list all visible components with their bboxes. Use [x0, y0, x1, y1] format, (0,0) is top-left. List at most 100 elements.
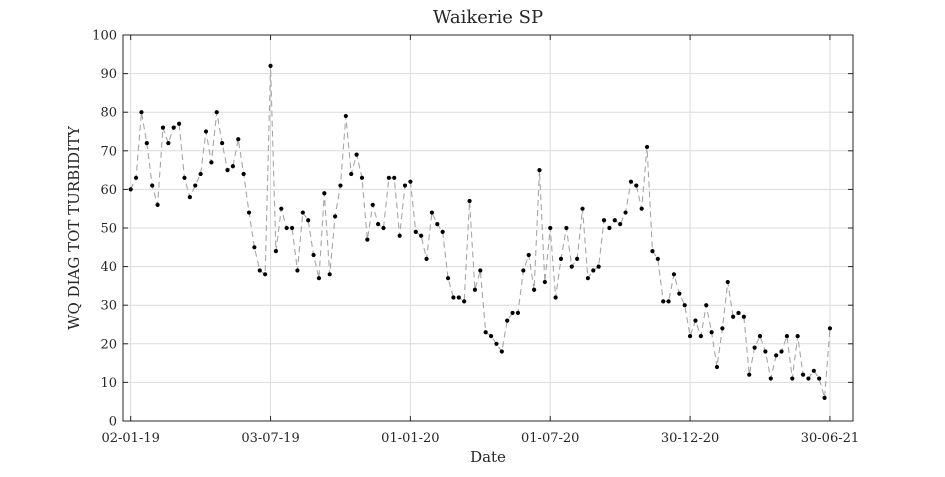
data-point	[661, 299, 666, 304]
data-point	[817, 376, 822, 381]
data-point	[693, 318, 698, 323]
data-point	[295, 268, 300, 273]
data-point	[300, 210, 305, 215]
data-point	[386, 175, 391, 180]
data-point	[580, 206, 585, 211]
data-point	[569, 264, 574, 269]
data-point	[564, 225, 569, 231]
data-point	[687, 333, 693, 339]
x-tick-label: 30-06-21	[801, 431, 859, 446]
data-point	[741, 314, 746, 319]
data-point	[644, 144, 650, 150]
data-point	[166, 140, 171, 146]
data-point	[774, 353, 779, 358]
data-point	[634, 183, 639, 188]
data-point	[483, 330, 488, 335]
data-point	[623, 210, 628, 215]
data-point	[585, 276, 590, 281]
data-point	[548, 225, 553, 231]
data-point	[284, 225, 289, 231]
data-point	[365, 237, 370, 242]
data-point	[677, 291, 682, 296]
data-point	[451, 295, 456, 300]
data-point	[187, 195, 192, 200]
data-point	[747, 372, 752, 377]
y-tick-label: 60	[100, 183, 117, 198]
data-point	[225, 168, 230, 173]
y-tick-label: 10	[100, 376, 117, 391]
data-point	[612, 218, 617, 223]
data-point	[176, 121, 182, 126]
data-point	[596, 264, 601, 269]
data-point	[472, 287, 478, 292]
data-point	[381, 225, 386, 231]
data-point	[193, 183, 198, 188]
y-axis-label: WQ DIAG TOT TURBIDITY	[65, 125, 83, 330]
data-point	[822, 395, 827, 400]
data-point	[257, 268, 262, 273]
data-point	[800, 372, 806, 377]
x-tick-label: 01-07-20	[521, 431, 579, 446]
data-point	[155, 202, 160, 207]
data-point	[413, 229, 418, 234]
data-point	[709, 330, 714, 335]
series-line	[130, 65, 831, 398]
data-point	[666, 299, 671, 304]
data-point	[827, 326, 833, 331]
data-point	[220, 140, 225, 146]
data-point	[720, 326, 725, 331]
y-tick-label: 100	[92, 29, 117, 44]
series-layer	[130, 65, 831, 398]
data-point	[354, 152, 359, 157]
data-point	[521, 268, 526, 273]
data-point	[128, 187, 133, 192]
data-point	[494, 341, 499, 346]
y-tick-label: 30	[100, 299, 117, 314]
data-point	[456, 295, 461, 300]
data-point	[752, 345, 757, 350]
data-point	[252, 245, 257, 250]
data-point	[402, 183, 408, 188]
grid-layer	[123, 34, 853, 422]
chart-title: Waikerie SP	[433, 7, 543, 28]
data-point	[289, 225, 295, 231]
data-point	[806, 376, 811, 381]
data-point	[462, 299, 467, 304]
data-point	[230, 164, 235, 169]
data-point	[263, 272, 268, 277]
data-point	[779, 349, 784, 354]
data-point	[160, 125, 166, 130]
data-point	[704, 303, 709, 308]
data-point	[397, 233, 402, 238]
data-point	[150, 183, 155, 188]
x-tick-label: 01-01-20	[381, 431, 439, 446]
data-point	[144, 140, 149, 146]
data-point	[209, 160, 214, 165]
data-point	[725, 279, 730, 285]
markers-layer	[128, 63, 833, 400]
y-tick-label: 70	[100, 144, 117, 159]
data-point	[171, 125, 176, 130]
data-point	[311, 252, 316, 258]
data-point	[198, 171, 203, 177]
data-point	[445, 276, 451, 281]
data-point	[714, 364, 720, 370]
y-tick-label: 40	[100, 260, 117, 275]
data-point	[499, 349, 504, 354]
data-point	[376, 222, 381, 227]
data-point	[343, 113, 348, 119]
data-point	[542, 279, 547, 285]
data-point	[682, 303, 687, 308]
y-tick-label: 50	[100, 222, 117, 237]
data-point	[575, 256, 580, 261]
data-point	[440, 229, 445, 234]
data-point	[790, 376, 795, 381]
data-point	[515, 310, 521, 316]
data-point	[279, 206, 284, 211]
data-point	[601, 218, 607, 223]
data-point	[628, 179, 634, 184]
data-point	[639, 206, 644, 211]
data-point	[306, 218, 311, 223]
data-point	[731, 314, 736, 319]
